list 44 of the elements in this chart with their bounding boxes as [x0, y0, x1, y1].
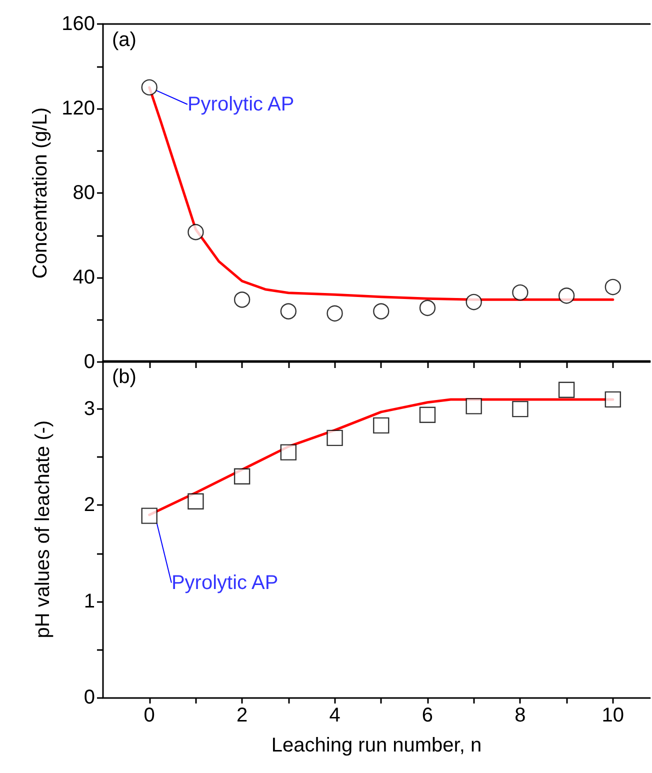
- point: [419, 300, 436, 316]
- x-tick-label: 4: [329, 704, 340, 726]
- y-axis-title: pH values of leachate (-): [32, 420, 54, 638]
- point: [188, 493, 204, 510]
- y-tick-label: 1: [84, 590, 95, 612]
- point: [373, 303, 390, 320]
- point: [373, 417, 390, 434]
- x-tick-label: 6: [422, 704, 434, 726]
- point: [326, 305, 343, 322]
- point: [419, 406, 436, 423]
- point: [188, 224, 204, 240]
- x-tick-label: 8: [514, 704, 526, 726]
- point: [512, 284, 528, 301]
- point: [558, 382, 575, 398]
- point: [604, 278, 622, 296]
- point: [280, 303, 297, 320]
- y-axis-title: Concentration (g/L): [30, 107, 52, 279]
- point: [234, 292, 250, 308]
- x-tick-label: 0: [144, 704, 155, 726]
- annotation: Pyrolytic AP: [171, 572, 278, 594]
- point: [280, 444, 297, 460]
- y-tick-label: 3: [84, 398, 95, 420]
- point: [141, 79, 158, 96]
- point: [604, 391, 622, 408]
- y-tick-label: 0: [84, 686, 95, 708]
- point: [466, 398, 482, 414]
- y-tick-label: 40: [72, 266, 95, 288]
- y-tick-label: 120: [62, 98, 95, 120]
- y-tick-label: 160: [62, 13, 95, 35]
- point: [326, 430, 343, 446]
- y-tick-label: 2: [84, 494, 95, 516]
- point: [512, 400, 528, 418]
- x-axis-title: Leaching run number, n: [271, 734, 482, 756]
- annotation: (b): [112, 366, 136, 388]
- point: [466, 294, 482, 310]
- x-tick-label: 2: [236, 704, 248, 726]
- point: [558, 288, 575, 304]
- x-tick-label: 10: [602, 704, 624, 726]
- y-tick-label: 0: [84, 351, 95, 373]
- annotation: (a): [112, 29, 136, 51]
- point: [141, 508, 158, 524]
- point: [234, 468, 250, 484]
- annotation: Pyrolytic AP: [187, 93, 294, 116]
- y-tick-label: 80: [72, 182, 95, 204]
